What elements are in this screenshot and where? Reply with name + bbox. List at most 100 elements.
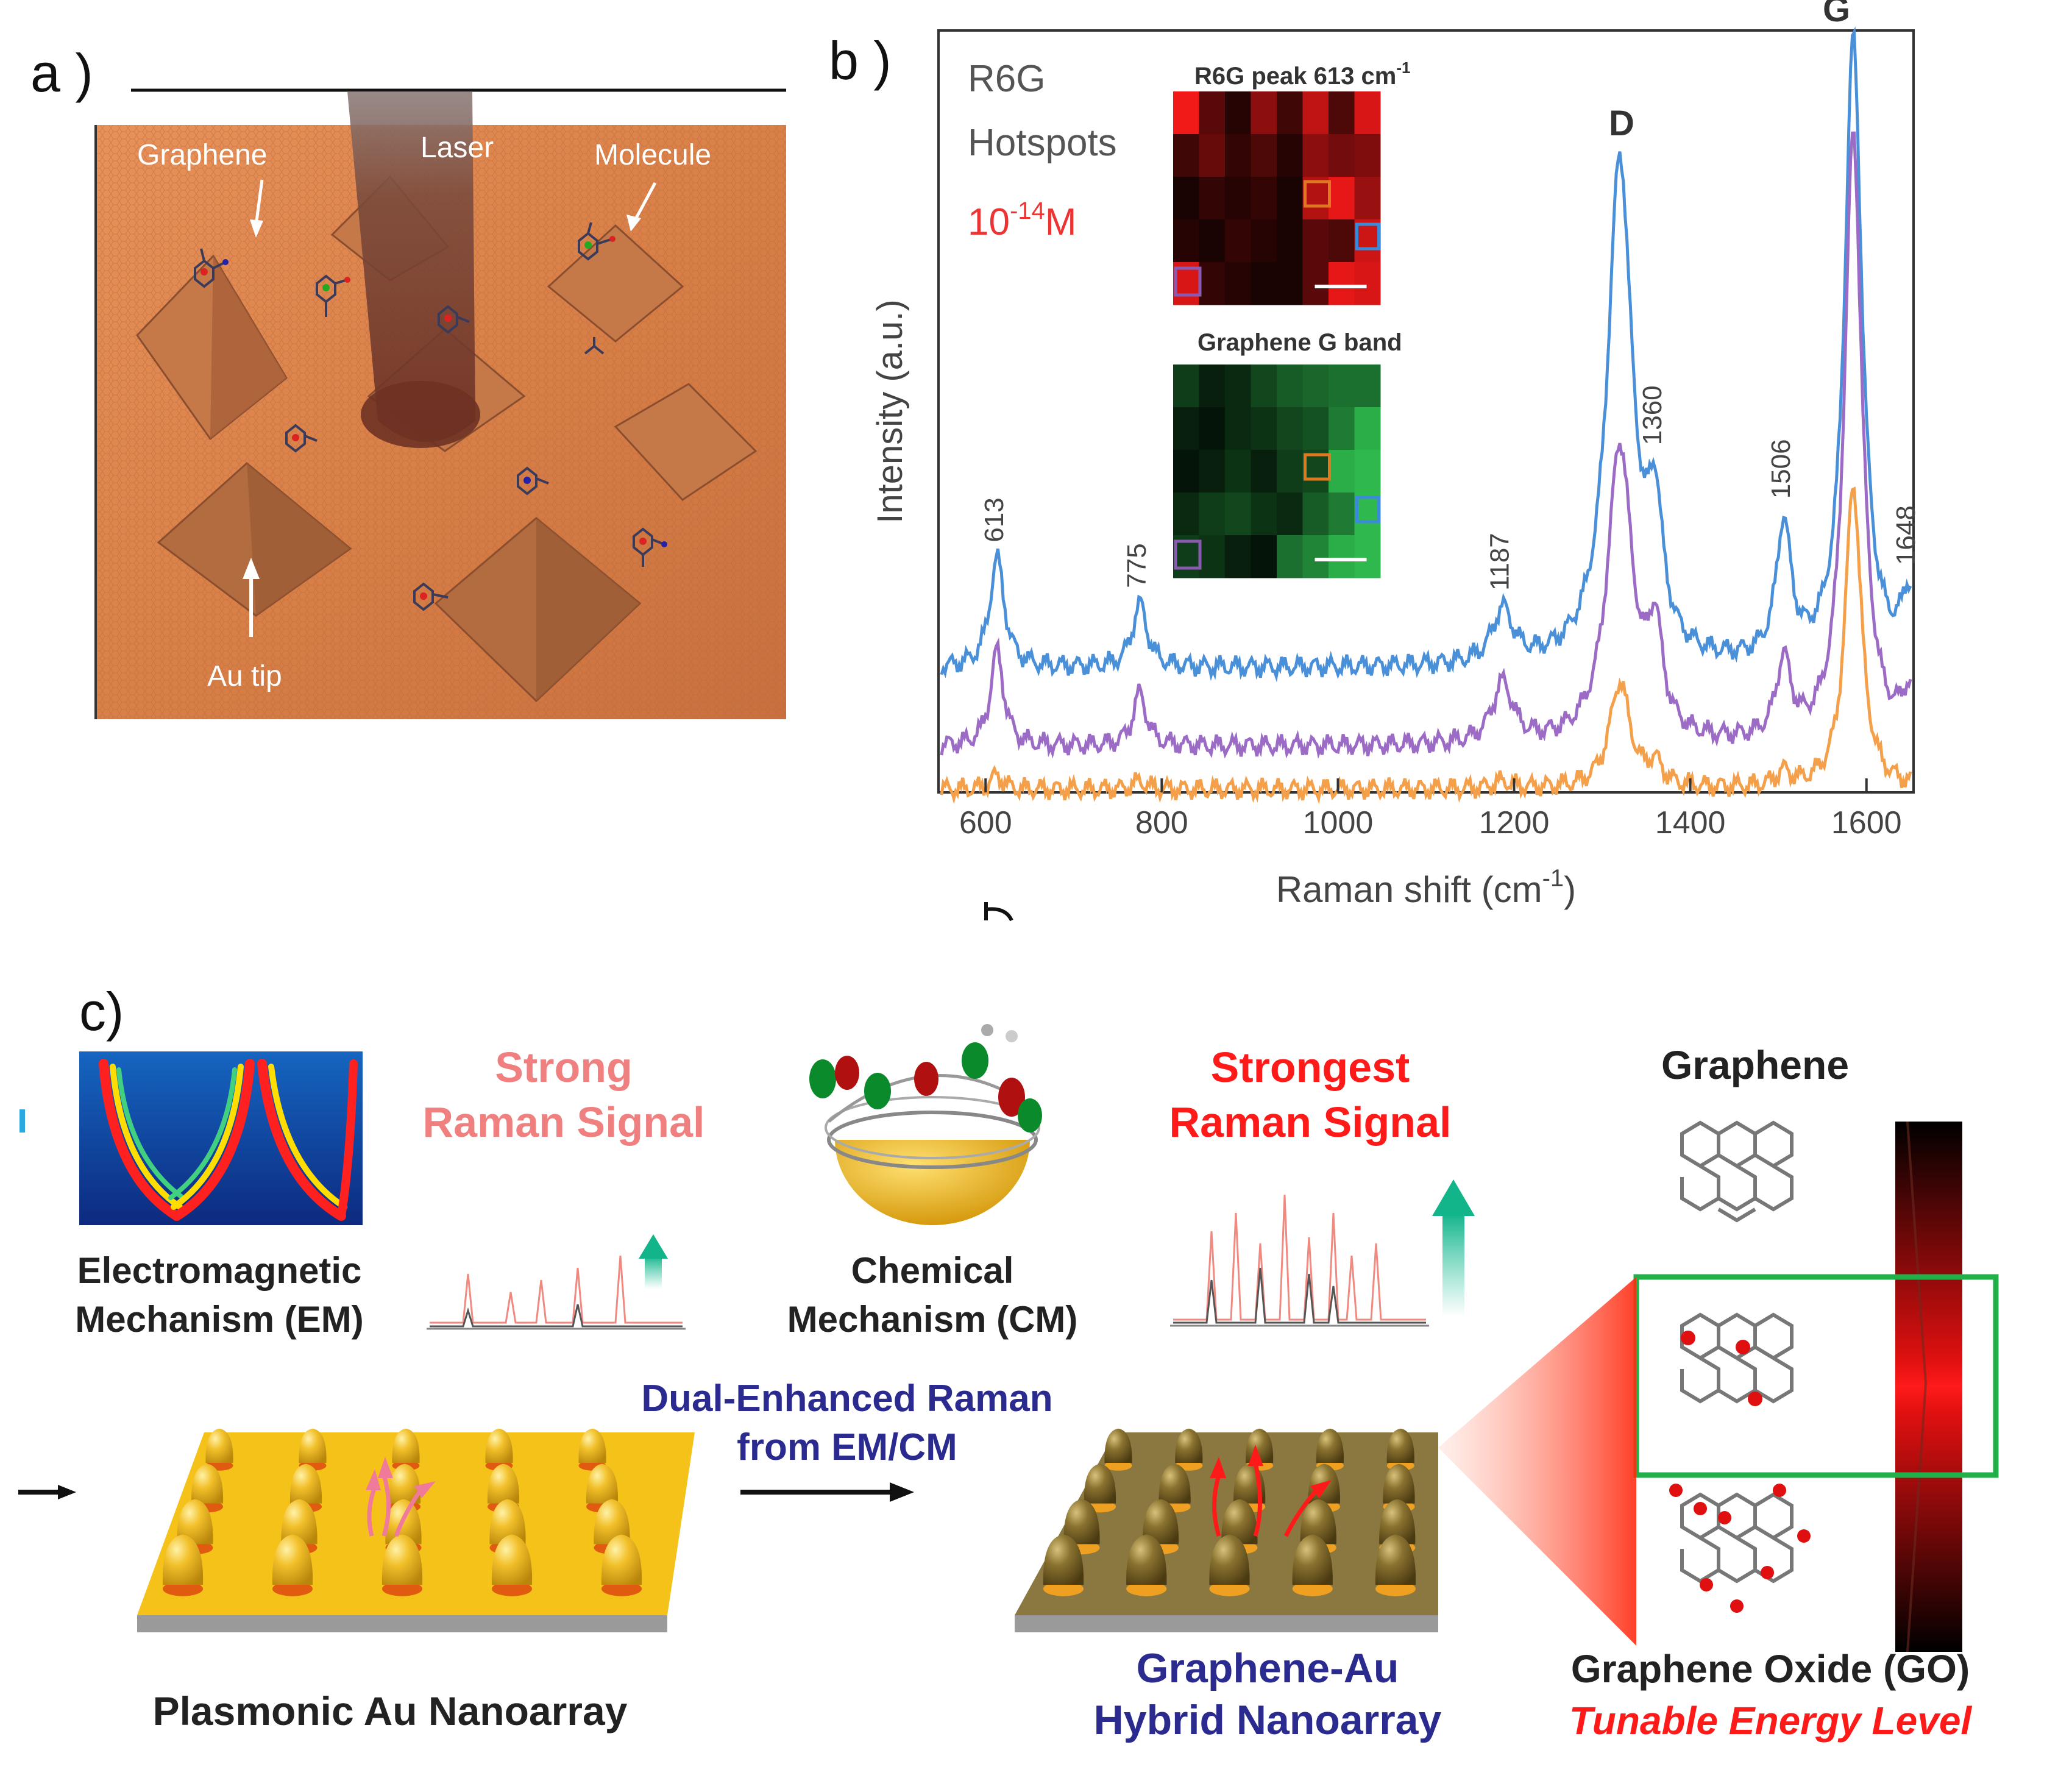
inset-graphene: Graphene G band: [1173, 329, 1402, 578]
nanodome: [191, 1463, 224, 1504]
nanodome: [388, 1463, 421, 1504]
band-label-d: D: [1609, 104, 1634, 143]
panel-a: a ): [30, 43, 786, 719]
hybrid-line2: Hybrid Nanoarray: [1094, 1697, 1442, 1743]
graphene-title: Graphene: [1661, 1042, 1849, 1087]
inset-r6g-title: R6G peak 613 cm-1: [1194, 59, 1410, 90]
inset-1-cell: [1302, 493, 1329, 536]
inset-0-cell: [1302, 134, 1329, 177]
dual-line2: from EM/CM: [737, 1426, 957, 1468]
nanodome: [1209, 1534, 1250, 1585]
inset-1-cell: [1251, 493, 1277, 536]
inset-0-cell: [1277, 262, 1303, 305]
inset-0-cell: [1225, 134, 1251, 177]
dome-ring: [601, 1581, 642, 1596]
inset-0-cell: [1354, 219, 1381, 263]
peak-label-1648: 1648: [1891, 505, 1921, 565]
inset-0-cell: [1173, 91, 1199, 135]
inset-0-cell: [1354, 91, 1381, 135]
nanodome: [1084, 1463, 1116, 1504]
hybrid-array: [1015, 1428, 1438, 1632]
dome-ring: [1104, 1460, 1132, 1471]
dome-ring: [163, 1581, 203, 1596]
inset-0-cell: [1277, 219, 1303, 263]
inset-1-cell: [1225, 493, 1251, 536]
nanodome: [1383, 1463, 1415, 1504]
nanodome: [272, 1534, 313, 1585]
inset-1-cell: [1277, 364, 1303, 408]
marker-orange: [1304, 453, 1331, 481]
inset-0-cell: [1329, 262, 1355, 305]
inset-0-cell: [1251, 91, 1277, 135]
nanodome: [485, 1428, 513, 1463]
nanodome: [578, 1428, 606, 1463]
x-axis-ticks: 600 800 1000 1200 1400 1600: [959, 778, 1902, 841]
panel-b-label: b ): [829, 30, 892, 91]
band-label-g: G: [1823, 0, 1850, 29]
nanodome: [381, 1534, 423, 1585]
inset-1-cell: [1329, 364, 1355, 408]
nanodome: [289, 1463, 322, 1504]
inset-1-cell: [1329, 450, 1355, 493]
peak-label-1506: 1506: [1766, 439, 1796, 499]
dome-ring: [382, 1581, 422, 1596]
panel-a-label: a ): [30, 43, 93, 103]
inset-0-cell: [1199, 91, 1226, 135]
hotspots-label: Hotspots: [968, 122, 1117, 164]
nanodome: [594, 1499, 630, 1545]
inset-1-cell: [1277, 493, 1303, 536]
x-tick-label-1200: 1200: [1479, 805, 1550, 841]
panel-c: c) Electromagnetic Mechanism (EM) Strong…: [18, 981, 1999, 1743]
inset-1-cell: [1329, 535, 1355, 578]
inset-1-cell: [1199, 450, 1226, 493]
inset-1-cell: [1329, 407, 1355, 450]
plasmonic-array: [137, 1428, 695, 1632]
series-orange: [940, 486, 1912, 805]
inset-0-cell: [1199, 262, 1226, 305]
inset-1-cell: [1199, 493, 1226, 536]
strong-line1: Strong: [495, 1044, 633, 1091]
cm-mini-spectrum: [1170, 1194, 1429, 1327]
peak-label-613: 613: [979, 497, 1009, 542]
nanodome: [281, 1499, 318, 1545]
strongest-line2: Raman Signal: [1169, 1098, 1452, 1146]
em-field-map: [20, 1051, 363, 1225]
inset-1-cell: [1329, 493, 1355, 536]
inset-1-cell: [1199, 535, 1226, 578]
nanodome: [487, 1463, 520, 1504]
inset-0-cell: [1277, 177, 1303, 220]
inset-1-cell: [1173, 450, 1199, 493]
go-label: Graphene Oxide (GO): [1571, 1647, 1970, 1691]
tunable-label: Tunable Energy Level: [1569, 1699, 1973, 1743]
inset-0-cell: [1251, 262, 1277, 305]
spectra: [940, 26, 1912, 805]
inset-1-cell: [1251, 407, 1277, 450]
inset-0-cell: [1173, 219, 1199, 263]
inset-graphene-title: Graphene G band: [1197, 329, 1402, 356]
inset-0-cell: [1251, 134, 1277, 177]
inset-1-cell: [1173, 407, 1199, 450]
inset-1-cell: [1199, 407, 1226, 450]
label-au-tip: Au tip: [207, 660, 282, 692]
inset-0-cell: [1329, 219, 1355, 263]
inset-1-cell: [1302, 364, 1329, 408]
inset-1-cell: [1277, 535, 1303, 578]
inset-1-cell: [1251, 364, 1277, 408]
x-tick-label-1000: 1000: [1303, 805, 1374, 841]
dome-ring: [1043, 1581, 1084, 1596]
cm-line2: Mechanism (CM): [787, 1299, 1078, 1340]
dome-ring: [1126, 1581, 1167, 1596]
inset-0-cell: [1225, 91, 1251, 135]
inset-0-cell: [1199, 177, 1226, 220]
x-tick-label-1400: 1400: [1655, 805, 1726, 841]
nanodome: [1292, 1534, 1333, 1585]
nanodome: [1375, 1534, 1416, 1585]
inset-0-cell: [1354, 177, 1381, 220]
concentration-label: 10-14M: [968, 197, 1076, 243]
inset-0-cell: [1225, 177, 1251, 220]
dual-line1: Dual-Enhanced Raman: [641, 1378, 1052, 1420]
dome-ring: [492, 1581, 532, 1596]
go-structure-bottom: [1669, 1484, 1811, 1613]
inset-1-cell: [1354, 364, 1381, 408]
nanodome: [1221, 1499, 1258, 1545]
